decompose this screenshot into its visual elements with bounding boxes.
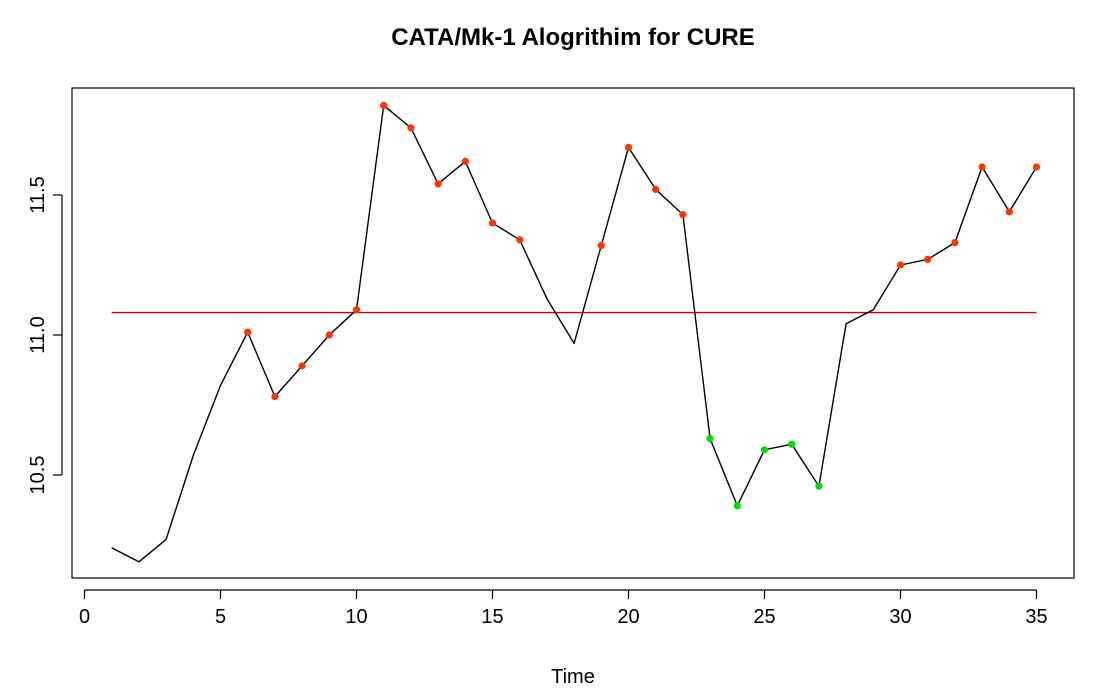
data-point-above — [407, 124, 415, 132]
data-point-above — [679, 211, 687, 219]
x-tick-label: 35 — [1025, 606, 1047, 628]
x-tick-label: 30 — [889, 606, 911, 628]
data-point-above — [298, 362, 306, 370]
marker-layer — [244, 101, 1041, 510]
data-point-above — [652, 185, 660, 193]
data-point-below — [815, 482, 823, 490]
x-tick-label: 0 — [79, 606, 90, 628]
data-point-above — [488, 219, 497, 227]
data-point-above — [896, 261, 905, 269]
x-tick-label: 15 — [481, 606, 503, 628]
data-point-above — [352, 306, 361, 314]
data-point-above — [244, 328, 252, 336]
data-point-above — [461, 157, 469, 165]
data-point-above — [516, 236, 524, 244]
data-point-above — [380, 101, 388, 109]
series-line — [111, 104, 1038, 563]
data-point-above — [951, 239, 959, 247]
data-point-below — [733, 502, 741, 510]
data-point-below — [788, 440, 796, 448]
data-point-above — [978, 163, 986, 171]
x-tick-label: 10 — [345, 606, 367, 628]
series-layer — [111, 104, 1038, 563]
x-tick-label: 20 — [617, 606, 639, 628]
data-point-above — [924, 255, 932, 263]
data-point-above — [1005, 208, 1013, 216]
y-axis: 10.5 11.0 11.5 — [27, 176, 63, 495]
plot-area-box — [71, 87, 1075, 579]
data-point-below — [706, 435, 714, 443]
data-point-above — [325, 331, 333, 339]
chart-title: CATA/Mk-1 Alogrithim for CURE — [391, 24, 755, 51]
x-axis-label: Time — [551, 666, 595, 688]
y-tick-label: 11.5 — [27, 176, 49, 213]
x-tick-label: 5 — [215, 606, 226, 628]
data-point-above — [271, 393, 279, 401]
x-axis: 0 5 10 15 20 25 30 35 — [79, 589, 1048, 628]
y-tick-label: 10.5 — [27, 456, 49, 495]
data-point-above — [1032, 163, 1041, 171]
data-point-above — [597, 241, 605, 249]
data-point-below — [760, 446, 769, 454]
y-tick-label: 11.0 — [27, 316, 49, 353]
data-point-above — [624, 143, 633, 151]
data-point-above — [434, 180, 442, 188]
x-tick-label: 25 — [753, 606, 775, 628]
